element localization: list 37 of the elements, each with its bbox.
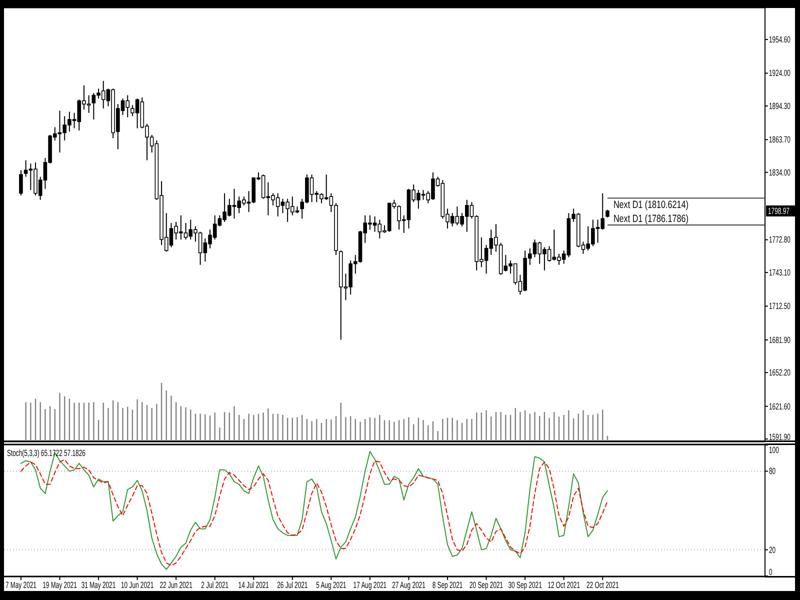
candlestick xyxy=(19,170,23,196)
y-tick-label: 20 xyxy=(769,544,776,556)
x-tick-label: 2 Jul 2021 xyxy=(201,580,229,590)
y-tick-label: 1652.20 xyxy=(769,367,790,378)
ref-line-label: Next D1 (1786.1786) xyxy=(613,213,688,224)
annotation: 1798.97 xyxy=(768,206,790,216)
chart-title: Stoch(5,3,3) 65.1722 57.1826 xyxy=(7,448,86,458)
y-tick-label: 1772.80 xyxy=(769,234,790,246)
y-tick-label: 1743.10 xyxy=(769,267,790,278)
x-tick-label: 12 Oct 2021 xyxy=(548,580,580,590)
y-tick-label: 100 xyxy=(769,444,779,456)
x-tick-label: 27 Aug 2021 xyxy=(392,580,426,590)
x-tick-label: 30 Sep 2021 xyxy=(508,580,542,590)
ref-line-label: Next D1 (1810.6214) xyxy=(613,199,688,210)
x-tick-label: 19 May 2021 xyxy=(42,580,77,590)
y-tick-label: 80 xyxy=(769,466,776,477)
y-tick-label: 1621.60 xyxy=(769,400,790,412)
x-tick-label: 26 Jul 2021 xyxy=(277,580,308,590)
x-tick-label: 10 Jun 2021 xyxy=(120,580,154,590)
x-tick-label: 22 Oct 2021 xyxy=(586,580,619,590)
y-tick-label: 0 xyxy=(769,566,772,578)
x-tick-label: 20 Sep 2021 xyxy=(469,580,504,590)
y-tick-label: 1863.70 xyxy=(769,134,790,145)
y-tick-label: 1712.50 xyxy=(769,300,790,312)
x-tick-label: 14 Jul 2021 xyxy=(238,580,269,590)
y-tick-label: 1894.30 xyxy=(769,100,790,112)
x-tick-label: 22 Jun 2021 xyxy=(160,580,192,590)
x-tick-label: 7 May 2021 xyxy=(5,580,36,590)
x-tick-label: 8 Sep 2021 xyxy=(432,580,463,590)
y-tick-label: 1681.90 xyxy=(769,334,790,346)
y-tick-label: 1834.00 xyxy=(769,167,790,178)
y-tick-label: 1924.00 xyxy=(769,68,790,79)
y-tick-label: 1954.60 xyxy=(769,34,790,45)
x-tick-label: 17 Aug 2021 xyxy=(353,580,387,590)
x-tick-label: 5 Aug 2021 xyxy=(316,580,346,590)
x-tick-label: 31 May 2021 xyxy=(81,580,116,590)
y-tick-label: 1591.90 xyxy=(769,432,790,442)
